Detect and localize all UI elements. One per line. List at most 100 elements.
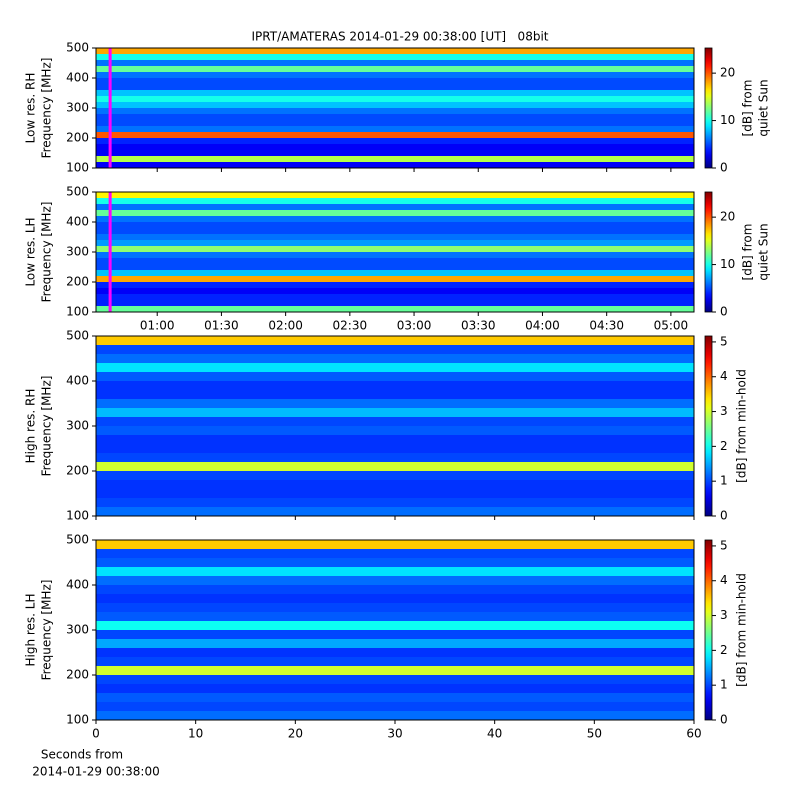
heatmap-cell: [96, 228, 694, 234]
colorbar-tick-label: 5: [720, 538, 728, 552]
x-tick-label: 05:00: [654, 319, 689, 333]
y-tick-label: 200: [66, 131, 89, 145]
heatmap-cell: [96, 216, 694, 222]
colorbar-label: [dB] from: [741, 80, 755, 137]
heatmap-cell: [96, 210, 694, 216]
heatmap-cell: [96, 603, 694, 612]
heatmap-cell: [96, 675, 694, 684]
heatmap-cell: [96, 639, 694, 648]
y-tick-label: 200: [66, 275, 89, 289]
colorbar-tick-label: 0: [720, 161, 728, 175]
heatmap-cell: [96, 156, 694, 162]
colorbar: [704, 335, 713, 517]
heatmap-cell: [96, 693, 694, 702]
x-tick-label: 01:00: [140, 319, 175, 333]
heatmap-cell: [96, 480, 694, 489]
x-tick-label: 0: [92, 727, 100, 741]
heatmap-cell: [96, 612, 694, 621]
y-tick-label: 300: [66, 623, 89, 637]
y-axis-label: Low res. LH: [24, 217, 38, 286]
heatmap-cell: [96, 114, 694, 120]
heatmap-cell: [96, 240, 694, 246]
heatmap-cell: [96, 336, 694, 345]
colorbar-tick-label: 4: [720, 573, 728, 587]
x-tick-label: 50: [587, 727, 602, 741]
colorbar-tick-label: 10: [720, 257, 735, 271]
y-tick-label: 200: [66, 668, 89, 682]
heatmap-cell: [96, 444, 694, 453]
heatmap-cell: [96, 711, 694, 720]
y-tick-label: 400: [66, 578, 89, 592]
x-tick-label: 03:30: [461, 319, 496, 333]
heatmap-cell: [96, 150, 694, 156]
y-tick-label: 100: [66, 509, 89, 523]
y-tick-label: 400: [66, 374, 89, 388]
heatmap-cell: [96, 648, 694, 657]
colorbar-tick-label: 0: [720, 713, 728, 727]
colorbar-tick-label: 1: [720, 678, 728, 692]
heatmap-cell: [96, 234, 694, 240]
heatmap-cell: [96, 72, 694, 78]
heatmap-cell: [96, 594, 694, 603]
x-tick-label: 20: [288, 727, 303, 741]
colorbar-tick-label: 0: [720, 305, 728, 319]
heatmap-cell: [96, 132, 694, 138]
heatmap-cell: [96, 84, 694, 90]
colorbar: [704, 47, 713, 169]
heatmap-cell: [96, 426, 694, 435]
heatmap-cell: [96, 354, 694, 363]
colorbar-tick-label: 2: [720, 643, 728, 657]
heatmap-cell: [96, 66, 694, 72]
y-tick-label: 500: [66, 533, 89, 547]
heatmap-cell: [96, 666, 694, 675]
colorbar: [704, 539, 713, 721]
heatmap-cell: [96, 417, 694, 426]
colorbar-label: quiet Sun: [757, 223, 771, 280]
heatmap-cell: [96, 300, 694, 306]
heatmap-cell: [96, 54, 694, 60]
y-axis-label: High res. LH: [24, 593, 38, 666]
colorbar-label: [dB] from min-hold: [735, 573, 749, 687]
x-tick-label: 04:30: [589, 319, 624, 333]
heatmap-cell: [96, 276, 694, 282]
heatmap-cell: [96, 363, 694, 372]
heatmap-cell: [96, 204, 694, 210]
heatmap-cell: [96, 462, 694, 471]
colorbar-tick-label: 3: [720, 608, 728, 622]
heatmap-cell: [96, 162, 694, 168]
heatmap-cell: [96, 576, 694, 585]
heatmap-cell: [96, 684, 694, 693]
y-tick-label: 500: [66, 329, 89, 343]
colorbar-tick-label: 4: [720, 369, 728, 383]
heatmap-cell: [96, 306, 694, 312]
colorbar-tick-label: 0: [720, 509, 728, 523]
y-axis-label: Frequency [MHz]: [40, 580, 54, 681]
x-tick-label: 30: [387, 727, 402, 741]
heatmap-cell: [96, 453, 694, 462]
x-axis-label: Seconds from: [41, 748, 123, 762]
y-axis-label: Frequency [MHz]: [40, 376, 54, 477]
y-tick-label: 200: [66, 464, 89, 478]
colorbar-tick-label: 5: [720, 334, 728, 348]
y-tick-label: 300: [66, 245, 89, 259]
heatmap-cell: [96, 282, 694, 288]
heatmap-cell: [96, 252, 694, 258]
heatmap-cell: [96, 702, 694, 711]
heatmap-cell: [96, 126, 694, 132]
y-axis-label: Frequency [MHz]: [40, 58, 54, 159]
y-tick-label: 100: [66, 305, 89, 319]
heatmap-cell: [96, 120, 694, 126]
heatmap-cell: [96, 102, 694, 108]
x-tick-label: 60: [686, 727, 701, 741]
heatmap-cell: [96, 630, 694, 639]
x-tick-label: 02:30: [333, 319, 368, 333]
y-axis-label: Low res. RH: [24, 73, 38, 144]
heatmap-cell: [96, 621, 694, 630]
colorbar-label: [dB] from: [741, 224, 755, 281]
heatmap-cell: [96, 222, 694, 228]
x-tick-label: 02:00: [268, 319, 303, 333]
x-tick-label: 04:00: [525, 319, 560, 333]
heatmap-cell: [96, 270, 694, 276]
y-axis-label: Frequency [MHz]: [40, 202, 54, 303]
